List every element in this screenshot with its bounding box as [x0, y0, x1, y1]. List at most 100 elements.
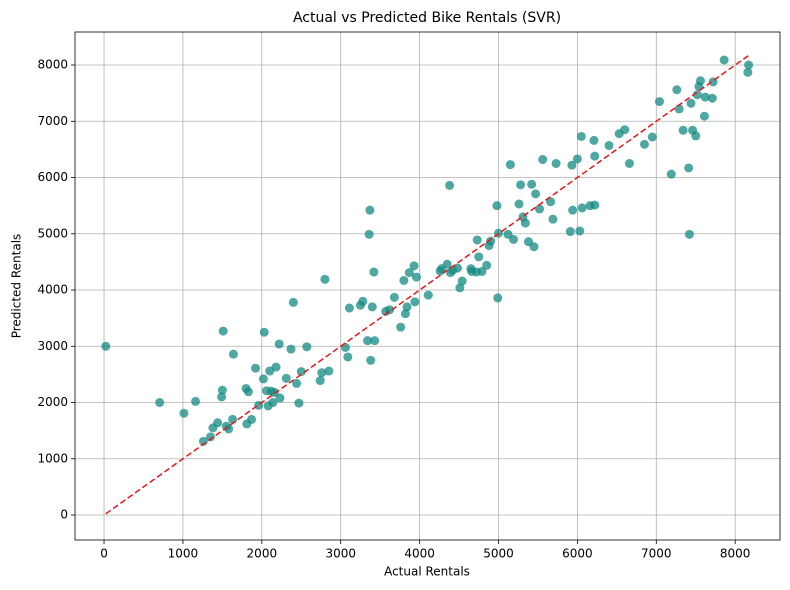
- point: [457, 276, 467, 286]
- point: [548, 214, 558, 224]
- point: [251, 363, 261, 373]
- point: [520, 218, 530, 228]
- point: [477, 266, 487, 276]
- point: [389, 292, 399, 302]
- point: [700, 92, 710, 102]
- y-tick-label: 4000: [37, 283, 68, 297]
- point: [358, 296, 368, 306]
- point: [442, 259, 452, 269]
- point: [505, 160, 515, 170]
- point: [678, 125, 688, 135]
- y-tick-label: 8000: [37, 58, 68, 72]
- point: [684, 229, 694, 239]
- point: [324, 366, 334, 376]
- point: [292, 378, 302, 388]
- point: [269, 387, 279, 397]
- y-tick-label: 7000: [37, 114, 68, 128]
- point: [516, 180, 526, 190]
- point: [684, 163, 694, 173]
- point: [492, 201, 502, 211]
- point: [365, 205, 375, 215]
- point: [274, 339, 284, 349]
- point: [191, 396, 201, 406]
- point: [198, 436, 208, 446]
- point: [344, 303, 354, 313]
- point: [217, 392, 227, 402]
- point: [455, 283, 465, 293]
- point: [575, 226, 585, 236]
- reference-line: [105, 54, 750, 515]
- point: [589, 135, 599, 145]
- x-tick-label: 6000: [562, 547, 593, 561]
- point: [691, 131, 701, 141]
- point: [604, 140, 614, 150]
- x-tick-label: 5000: [483, 547, 514, 561]
- point: [155, 398, 165, 408]
- point: [286, 344, 296, 354]
- point: [275, 393, 285, 403]
- point: [213, 418, 223, 428]
- point: [565, 227, 575, 237]
- point: [508, 234, 518, 244]
- y-tick-label: 3000: [37, 339, 68, 353]
- point: [546, 197, 556, 207]
- point: [535, 204, 545, 214]
- point: [707, 93, 717, 103]
- point: [639, 139, 649, 149]
- point: [672, 85, 682, 95]
- x-tick-label: 3000: [325, 547, 356, 561]
- point: [474, 252, 484, 262]
- x-tick-label: 4000: [404, 547, 435, 561]
- y-tick-label: 2000: [37, 395, 68, 409]
- point: [364, 229, 374, 239]
- point: [101, 341, 111, 351]
- point: [743, 67, 753, 77]
- point: [590, 151, 600, 161]
- point: [259, 327, 269, 337]
- point: [654, 97, 664, 107]
- plot-frame: [74, 31, 781, 541]
- point: [423, 290, 433, 300]
- point: [576, 131, 586, 141]
- x-tick-label: 2000: [247, 547, 278, 561]
- x-tick-label: 8000: [720, 547, 751, 561]
- x-tick-label: 7000: [641, 547, 672, 561]
- point: [271, 362, 281, 372]
- point: [445, 180, 455, 190]
- point: [666, 169, 676, 179]
- point: [567, 160, 577, 170]
- point: [531, 189, 541, 199]
- point: [396, 322, 406, 332]
- point: [399, 275, 409, 285]
- point: [243, 387, 253, 397]
- point: [302, 342, 312, 352]
- point: [692, 90, 702, 100]
- point: [527, 179, 537, 189]
- point: [224, 424, 234, 434]
- point: [247, 414, 257, 424]
- point: [402, 302, 412, 312]
- point: [695, 76, 705, 86]
- point: [385, 305, 395, 315]
- point: [315, 376, 325, 386]
- point: [404, 268, 414, 278]
- point: [529, 242, 539, 252]
- point: [218, 326, 228, 336]
- point: [217, 385, 227, 395]
- point: [452, 263, 462, 273]
- y-tick-label: 5000: [37, 226, 68, 240]
- point: [538, 155, 548, 165]
- point: [366, 355, 376, 365]
- point: [493, 293, 503, 303]
- y-tick-label: 6000: [37, 170, 68, 184]
- point: [367, 302, 377, 312]
- chart-title: Actual vs Predicted Bike Rentals (SVR): [293, 10, 561, 26]
- point: [744, 60, 754, 70]
- point: [486, 236, 496, 246]
- point: [343, 352, 353, 362]
- point: [409, 261, 419, 271]
- point: [179, 408, 189, 418]
- point: [674, 104, 684, 114]
